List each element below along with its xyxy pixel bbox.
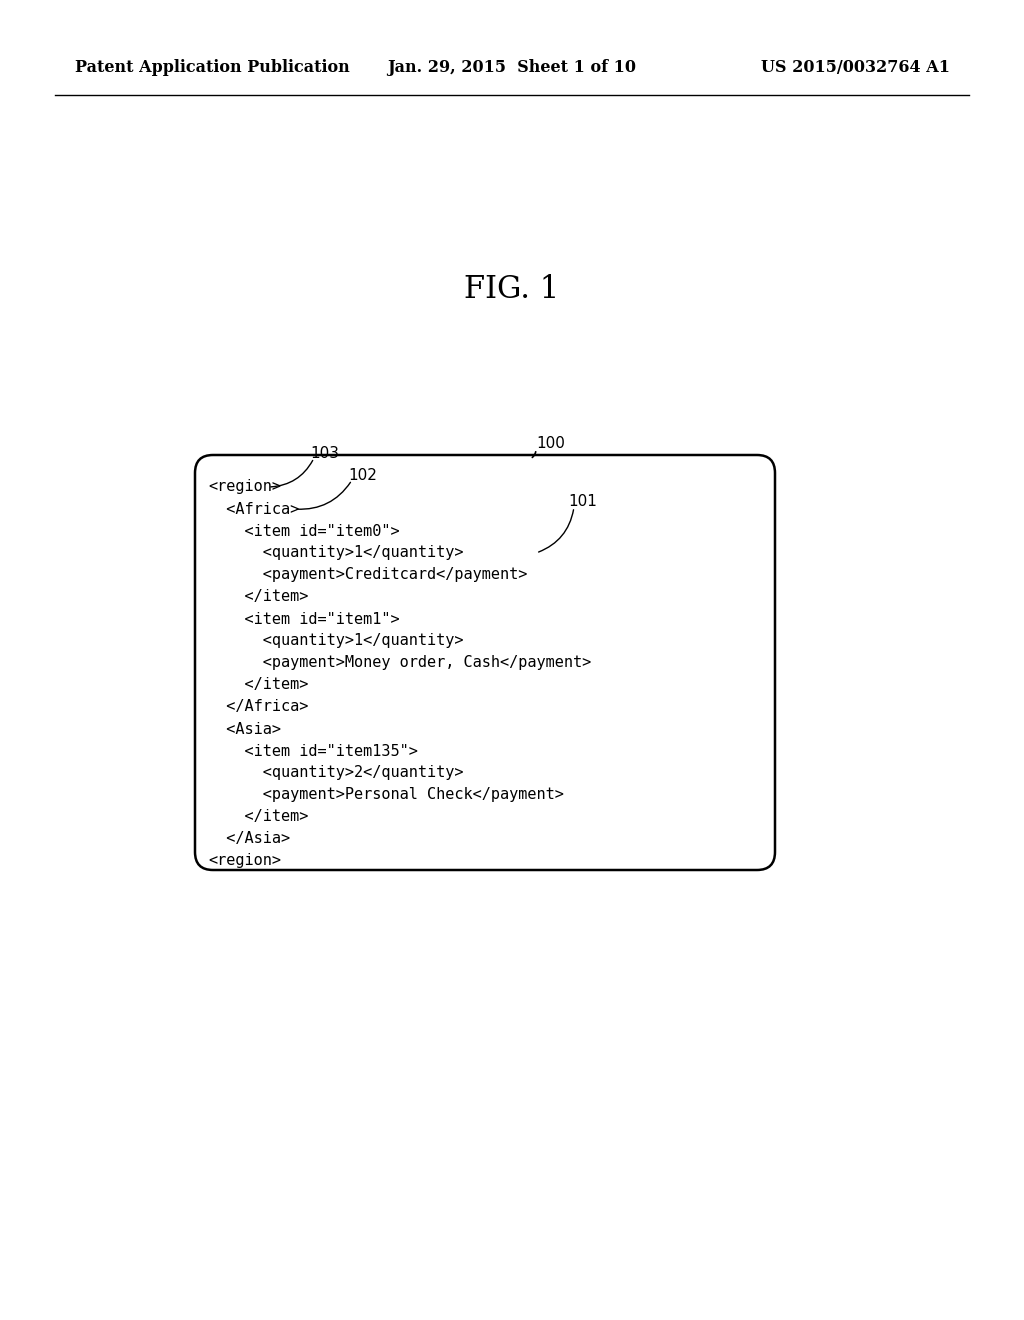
Text: <item id="item0">: <item id="item0">: [208, 524, 399, 539]
Text: <quantity>2</quantity>: <quantity>2</quantity>: [208, 766, 464, 780]
Text: </item>: </item>: [208, 809, 308, 825]
Text: <region>: <region>: [208, 479, 281, 495]
Text: Jan. 29, 2015  Sheet 1 of 10: Jan. 29, 2015 Sheet 1 of 10: [387, 59, 637, 77]
FancyBboxPatch shape: [195, 455, 775, 870]
Text: Patent Application Publication: Patent Application Publication: [75, 59, 350, 77]
Text: </Asia>: </Asia>: [208, 832, 290, 846]
Text: US 2015/0032764 A1: US 2015/0032764 A1: [761, 59, 950, 77]
Text: <payment>Creditcard</payment>: <payment>Creditcard</payment>: [208, 568, 527, 582]
Text: <payment>Personal Check</payment>: <payment>Personal Check</payment>: [208, 788, 564, 803]
Text: </item>: </item>: [208, 590, 308, 605]
Text: 101: 101: [568, 494, 597, 508]
Text: <quantity>1</quantity>: <quantity>1</quantity>: [208, 545, 464, 561]
Text: <payment>Money order, Cash</payment>: <payment>Money order, Cash</payment>: [208, 656, 591, 671]
Text: <region>: <region>: [208, 854, 281, 869]
Text: <Asia>: <Asia>: [208, 722, 281, 737]
Text: <quantity>1</quantity>: <quantity>1</quantity>: [208, 634, 464, 648]
Text: FIG. 1: FIG. 1: [464, 275, 560, 305]
Text: </Africa>: </Africa>: [208, 700, 308, 714]
Text: <Africa>: <Africa>: [208, 502, 299, 516]
Text: <item id="item135">: <item id="item135">: [208, 743, 418, 759]
Text: 103: 103: [310, 446, 339, 462]
Text: 102: 102: [348, 469, 377, 483]
Text: 100: 100: [536, 436, 565, 450]
Text: </item>: </item>: [208, 677, 308, 693]
Text: <item id="item1">: <item id="item1">: [208, 611, 399, 627]
